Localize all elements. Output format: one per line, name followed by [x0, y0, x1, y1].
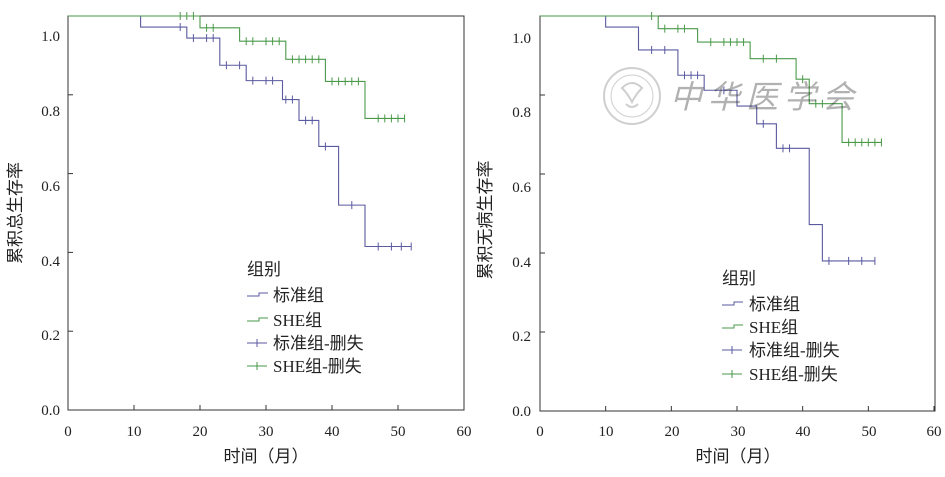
chart-disease-free-survival: 0 10 20 30 40 50 60 0.0 0.2 0.4 0.6 0.8 … — [476, 12, 942, 466]
legend-label: SHE组 — [273, 311, 322, 330]
legend-swatch-standard-censored — [247, 339, 267, 347]
x-tick-label: 30 — [731, 424, 746, 440]
y-axis-label: 累积总生存率 — [6, 162, 25, 264]
x-tick-label: 40 — [325, 424, 340, 440]
y-tick-label: 0.2 — [41, 328, 60, 344]
series-layer — [540, 12, 882, 265]
x-tick-label: 50 — [862, 424, 877, 440]
seal-outer-ring — [603, 67, 661, 125]
y-tick-label: 0.0 — [41, 403, 60, 419]
y-tick-label: 0.2 — [512, 329, 531, 345]
y-tick-label: 0.8 — [41, 104, 60, 120]
x-tick-label: 20 — [193, 424, 208, 440]
watermark-text: 中华医学会 — [670, 79, 860, 115]
series-standard-line — [540, 15, 875, 262]
x-tick-label: 60 — [457, 424, 472, 440]
x-axis-label: 时间（月） — [224, 447, 309, 466]
legend-label: SHE组-删失 — [273, 357, 362, 376]
legend-title: 组别 — [247, 260, 281, 279]
series-standard-line — [68, 15, 412, 248]
y-tick-label: 0.4 — [512, 255, 531, 271]
legend: 组别 标准组 SHE组 标准组-删失 SHE组-删失 — [247, 260, 364, 376]
legend-swatch-she — [247, 317, 268, 322]
legend: 组别 标准组 SHE组 标准组-删失 SHE组-删失 — [722, 269, 840, 384]
series-layer — [68, 12, 412, 251]
x-axis-label: 时间（月） — [696, 447, 781, 466]
legend-swatch-she — [722, 324, 743, 329]
series-she-line — [68, 15, 405, 119]
y-tick-label: 0.8 — [512, 105, 531, 121]
y-axis-label: 累积无病生存率 — [476, 161, 495, 280]
x-tick-label: 0 — [536, 424, 544, 440]
x-tick-label: 20 — [665, 424, 680, 440]
seal-emblem — [620, 82, 644, 108]
y-tick-label: 1.0 — [41, 29, 60, 45]
x-tick-label: 50 — [391, 424, 406, 440]
x-tick-label: 60 — [927, 424, 942, 440]
y-tick-label: 0.6 — [41, 179, 60, 195]
legend-label: SHE组 — [749, 318, 798, 337]
seal-inner-ring — [610, 74, 654, 118]
legend-swatch-she-censored — [247, 362, 267, 370]
x-tick-label: 0 — [64, 424, 72, 440]
chart-overall-survival: 0 10 20 30 40 50 60 0.0 0.2 0.4 0.6 0.8 … — [6, 12, 472, 466]
legend-label: 标准组-删失 — [273, 334, 364, 353]
x-tick-label: 40 — [796, 424, 811, 440]
y-tick-label: 0.4 — [41, 254, 60, 270]
legend-label: 标准组-删失 — [749, 341, 840, 360]
legend-swatch-standard — [722, 301, 743, 306]
y-tick-label: 0.0 — [512, 404, 531, 420]
x-tick-label: 10 — [127, 424, 142, 440]
x-tick-label: 10 — [599, 424, 614, 440]
legend-swatch-standard — [247, 292, 268, 297]
legend-swatch-standard-censored — [722, 346, 742, 354]
legend-swatch-she-censored — [722, 370, 742, 378]
y-tick-label: 0.6 — [512, 180, 531, 196]
legend-title: 组别 — [722, 269, 756, 288]
legend-label: SHE组-删失 — [749, 365, 838, 384]
legend-label: 标准组 — [273, 286, 324, 305]
x-tick-label: 30 — [259, 424, 274, 440]
legend-label: 标准组 — [749, 295, 800, 314]
watermark: 中华医学会 — [603, 67, 860, 125]
y-tick-label: 1.0 — [512, 31, 531, 47]
